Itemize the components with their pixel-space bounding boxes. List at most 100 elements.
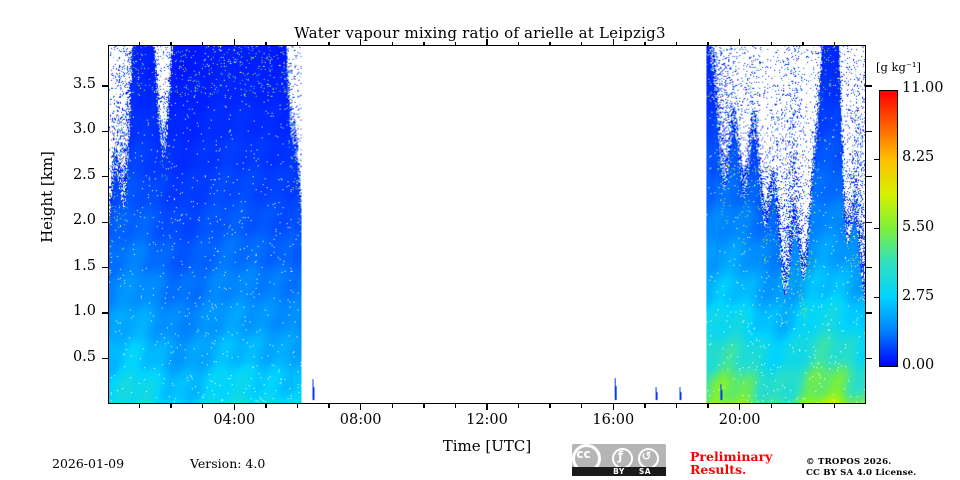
x-tick-minor-top [265, 41, 267, 45]
x-tick-minor-top [707, 41, 709, 45]
cc-by-caption: BY [613, 467, 625, 476]
x-tick-minor [707, 404, 709, 408]
colorbar-tick-label: 11.00 [902, 80, 944, 96]
y-tick-label: 3.5 [72, 75, 96, 92]
x-tick-major [612, 404, 615, 410]
y-tick-major-right [866, 85, 872, 87]
x-tick-minor [202, 404, 204, 408]
x-tick-minor [454, 404, 457, 408]
colorbar-tick-label: 5.50 [902, 218, 935, 235]
heatmap-data-canvas [109, 46, 865, 403]
x-tick-minor-top [170, 41, 172, 45]
y-tick-major [102, 221, 108, 223]
x-tick-minor [802, 404, 804, 408]
x-tick-major-top [233, 39, 236, 45]
cc-by-glyph: ƒ [617, 449, 624, 463]
x-tick-label: 04:00 [213, 412, 256, 428]
cc-badge-bottom-bar [572, 467, 666, 476]
x-tick-minor [770, 404, 772, 408]
x-tick-major-top [486, 39, 488, 45]
version-label: Version: 4.0 [190, 456, 266, 471]
y-axis-title: Height [km] [38, 151, 56, 243]
x-tick-major-top [612, 39, 615, 45]
y-tick-label: 2.5 [72, 166, 96, 183]
x-tick-minor-top [423, 41, 425, 45]
cc-logo-text: cc [576, 447, 591, 461]
preliminary-line-2: Results. [690, 462, 747, 477]
y-tick-major [102, 312, 108, 314]
copyright-notice: © TROPOS 2026. CC BY SA 4.0 License. [806, 457, 956, 479]
y-tick-major-right [866, 357, 872, 360]
x-tick-label: 12:00 [466, 412, 508, 428]
y-tick-label: 1.0 [72, 303, 96, 320]
x-tick-major [359, 404, 362, 410]
x-tick-minor [296, 404, 299, 408]
x-tick-minor [265, 404, 267, 408]
copyright-line-2: CC BY SA 4.0 License. [806, 468, 917, 478]
x-tick-minor [581, 404, 583, 408]
y-tick-label: 1.5 [72, 257, 96, 274]
x-tick-minor-top [675, 41, 678, 45]
plot-date: 2026-01-09 [52, 456, 125, 471]
x-tick-minor-top [517, 41, 520, 45]
y-tick-major-right [866, 221, 872, 223]
x-tick-minor-top [138, 41, 141, 45]
cc-sa-glyph: ↺ [641, 449, 652, 463]
y-tick-major-right [866, 130, 872, 133]
x-tick-minor-top [328, 41, 330, 45]
y-tick-label: 2.0 [72, 212, 96, 229]
x-tick-major-top [359, 39, 362, 45]
x-tick-label: 08:00 [339, 412, 382, 428]
colorbar-tick [874, 158, 879, 160]
preliminary-results-note: Preliminary Results. [690, 450, 810, 476]
cc-sa-caption: SA [638, 467, 652, 476]
x-tick-minor [170, 404, 172, 408]
x-tick-minor-top [833, 41, 836, 45]
copyright-line-1: © TROPOS 2026. [806, 457, 892, 467]
colorbar-tick [874, 227, 879, 230]
y-tick-major [102, 266, 108, 269]
y-tick-major [102, 176, 108, 178]
x-tick-minor [423, 404, 425, 408]
cc-sa-icon: ↺ [638, 448, 659, 469]
colorbar-tick-label: 2.75 [902, 287, 935, 304]
y-tick-major [102, 357, 108, 360]
preliminary-line-1: Preliminary [690, 449, 773, 464]
creative-commons-badge[interactable]: cc ƒ ↺ BY SA [572, 444, 666, 476]
x-tick-minor-top [549, 41, 551, 45]
x-tick-minor [138, 404, 141, 408]
x-tick-minor-top [202, 41, 204, 45]
x-tick-minor-top [770, 41, 772, 45]
cc-by-icon: ƒ [612, 448, 633, 469]
x-tick-minor-top [296, 41, 299, 45]
figure-title: Water vapour mixing ratio of arielle at … [294, 24, 666, 42]
x-tick-major [738, 404, 741, 410]
heatmap-plot-area[interactable] [108, 45, 866, 404]
x-tick-minor-top [581, 41, 583, 45]
x-tick-minor [517, 404, 520, 408]
x-tick-minor [391, 404, 393, 408]
x-tick-minor-top [454, 41, 457, 45]
x-tick-label: 16:00 [592, 412, 635, 428]
x-tick-minor-top [391, 41, 393, 45]
colorbar-tick [874, 297, 879, 299]
x-tick-minor [675, 404, 678, 408]
colorbar-tick-label: 0.00 [902, 357, 935, 373]
x-tick-major [233, 404, 236, 410]
y-tick-label: 0.5 [72, 348, 96, 365]
x-tick-minor [644, 404, 646, 408]
x-tick-minor [328, 404, 330, 408]
colorbar-units-label: [g kg⁻¹] [876, 60, 922, 74]
x-axis-title: Time [UTC] [442, 437, 532, 455]
colorbar-tick-label: 8.25 [902, 149, 935, 166]
x-tick-minor [833, 404, 836, 408]
x-tick-label: 20:00 [718, 412, 761, 428]
y-tick-major-right [866, 312, 872, 314]
x-tick-major-top [738, 39, 741, 45]
y-tick-major-right [866, 266, 872, 269]
x-tick-minor-top [802, 41, 804, 45]
x-tick-major [486, 404, 488, 410]
colorbar-gradient [880, 91, 897, 366]
colorbar[interactable] [879, 90, 898, 367]
